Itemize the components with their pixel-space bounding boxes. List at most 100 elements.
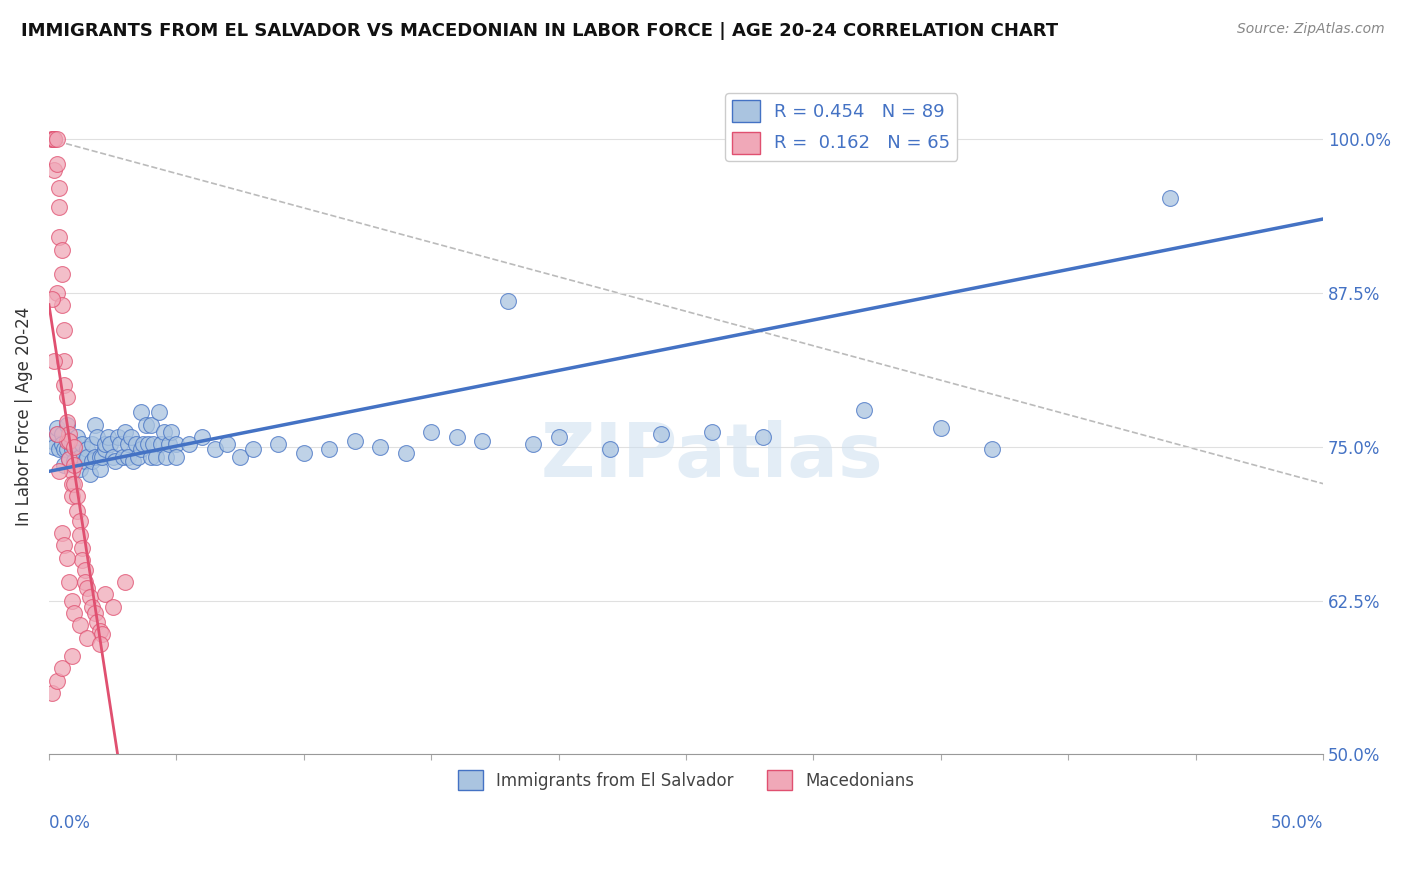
- Point: [420, 425, 443, 439]
- Y-axis label: In Labor Force | Age 20-24: In Labor Force | Age 20-24: [15, 306, 32, 525]
- Point: [56, 391, 79, 405]
- Point: [79, 590, 101, 604]
- Point: [242, 442, 264, 457]
- Point: [58, 452, 80, 467]
- Point: [179, 437, 201, 451]
- Point: [204, 442, 226, 457]
- Point: [165, 450, 187, 464]
- Point: [58, 434, 80, 448]
- Point: [83, 417, 105, 432]
- Point: [395, 446, 418, 460]
- Point: [104, 454, 127, 468]
- Point: [547, 430, 569, 444]
- Point: [496, 294, 519, 309]
- Point: [94, 587, 117, 601]
- Point: [91, 627, 114, 641]
- Point: [318, 442, 340, 457]
- Point: [76, 450, 98, 464]
- Point: [53, 442, 76, 457]
- Point: [1159, 191, 1181, 205]
- Point: [53, 458, 76, 473]
- Point: [267, 437, 290, 451]
- Point: [229, 450, 252, 464]
- Point: [155, 450, 177, 464]
- Point: [120, 430, 142, 444]
- Point: [122, 454, 145, 468]
- Point: [45, 285, 67, 300]
- Point: [980, 442, 1002, 457]
- Point: [51, 661, 73, 675]
- Point: [58, 575, 80, 590]
- Point: [217, 437, 239, 451]
- Point: [110, 437, 132, 451]
- Point: [69, 618, 91, 632]
- Point: [446, 430, 468, 444]
- Point: [58, 452, 80, 467]
- Legend: Immigrants from El Salvador, Macedonians: Immigrants from El Salvador, Macedonians: [451, 764, 921, 797]
- Point: [45, 156, 67, 170]
- Point: [60, 476, 83, 491]
- Point: [45, 427, 67, 442]
- Point: [89, 637, 111, 651]
- Point: [60, 442, 83, 457]
- Text: IMMIGRANTS FROM EL SALVADOR VS MACEDONIAN IN LABOR FORCE | AGE 20-24 CORRELATION: IMMIGRANTS FROM EL SALVADOR VS MACEDONIA…: [21, 22, 1059, 40]
- Point: [599, 442, 621, 457]
- Point: [63, 437, 86, 451]
- Point: [41, 686, 63, 700]
- Point: [165, 437, 187, 451]
- Point: [101, 450, 124, 464]
- Point: [148, 405, 170, 419]
- Point: [150, 437, 173, 451]
- Point: [83, 450, 105, 464]
- Point: [129, 405, 152, 419]
- Point: [51, 525, 73, 540]
- Point: [114, 425, 136, 439]
- Point: [45, 673, 67, 688]
- Point: [42, 162, 65, 177]
- Point: [471, 434, 494, 448]
- Point: [42, 440, 65, 454]
- Point: [58, 427, 80, 442]
- Text: Source: ZipAtlas.com: Source: ZipAtlas.com: [1237, 22, 1385, 37]
- Point: [66, 489, 89, 503]
- Point: [82, 437, 104, 451]
- Point: [76, 582, 98, 596]
- Point: [132, 437, 155, 451]
- Point: [53, 353, 76, 368]
- Point: [98, 437, 121, 451]
- Point: [76, 442, 98, 457]
- Point: [51, 427, 73, 442]
- Point: [191, 430, 214, 444]
- Point: [63, 606, 86, 620]
- Point: [66, 504, 89, 518]
- Point: [60, 489, 83, 503]
- Point: [368, 440, 391, 454]
- Text: 50.0%: 50.0%: [1271, 814, 1323, 831]
- Point: [145, 450, 167, 464]
- Point: [60, 464, 83, 478]
- Point: [51, 243, 73, 257]
- Point: [292, 446, 315, 460]
- Point: [56, 434, 79, 448]
- Point: [114, 575, 136, 590]
- Point: [58, 434, 80, 448]
- Point: [70, 553, 93, 567]
- Point: [522, 437, 544, 451]
- Point: [127, 450, 149, 464]
- Point: [56, 417, 79, 432]
- Point: [94, 437, 117, 451]
- Point: [63, 458, 86, 473]
- Point: [53, 378, 76, 392]
- Point: [70, 541, 93, 555]
- Text: ZIPatlas: ZIPatlas: [540, 420, 883, 493]
- Point: [41, 292, 63, 306]
- Point: [48, 230, 70, 244]
- Point: [60, 437, 83, 451]
- Point: [69, 514, 91, 528]
- Text: 0.0%: 0.0%: [49, 814, 91, 831]
- Point: [117, 450, 139, 464]
- Point: [51, 298, 73, 312]
- Point: [51, 268, 73, 282]
- Point: [53, 323, 76, 337]
- Point: [70, 437, 93, 451]
